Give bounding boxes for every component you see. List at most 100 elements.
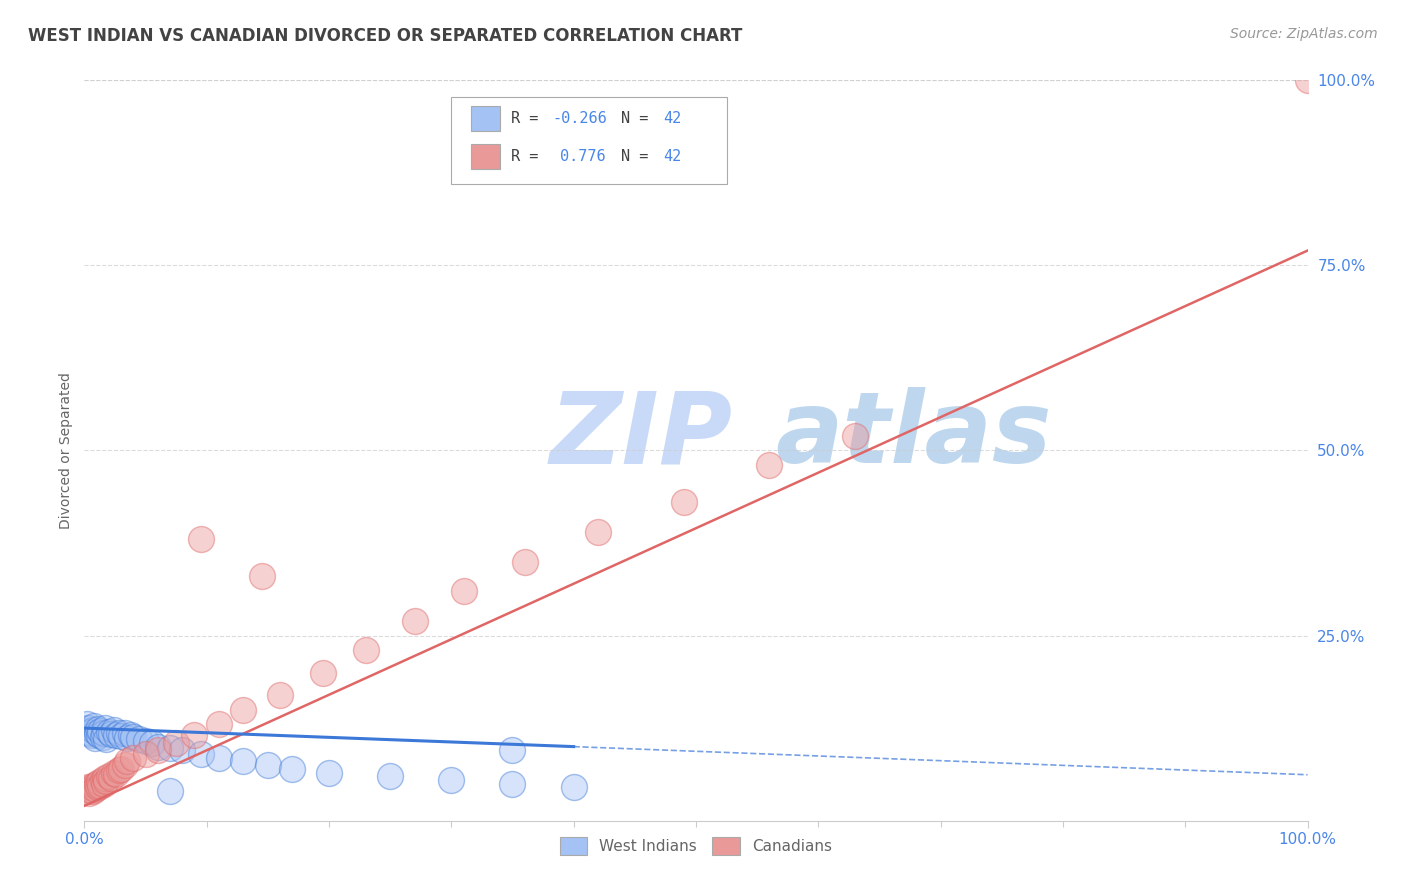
Point xyxy=(80,780,103,794)
Point xyxy=(86,725,108,739)
Point xyxy=(89,779,111,793)
Point xyxy=(100,771,122,785)
Point xyxy=(135,733,157,747)
Text: N =: N = xyxy=(621,112,658,127)
Point xyxy=(208,750,231,764)
Point xyxy=(79,726,101,740)
Point xyxy=(87,775,110,789)
Point xyxy=(844,428,866,442)
Point xyxy=(257,758,280,772)
Point xyxy=(172,743,194,757)
Point xyxy=(1296,73,1319,87)
Point xyxy=(82,784,104,798)
FancyBboxPatch shape xyxy=(451,96,727,184)
Point xyxy=(93,776,115,791)
Point xyxy=(110,762,132,776)
Point xyxy=(114,725,136,739)
Point xyxy=(82,723,104,738)
Point xyxy=(232,703,254,717)
Point xyxy=(453,584,475,599)
Text: N =: N = xyxy=(621,149,658,164)
Point xyxy=(110,729,132,743)
Point xyxy=(107,726,129,740)
Point xyxy=(122,750,145,764)
Point xyxy=(120,728,142,742)
Point xyxy=(80,729,103,743)
Point xyxy=(105,767,128,781)
Point xyxy=(91,730,114,744)
Text: WEST INDIAN VS CANADIAN DIVORCED OR SEPARATED CORRELATION CHART: WEST INDIAN VS CANADIAN DIVORCED OR SEPA… xyxy=(28,27,742,45)
Point xyxy=(77,780,100,795)
Point xyxy=(586,524,609,539)
Point xyxy=(380,769,402,783)
Point xyxy=(146,739,169,754)
Legend: West Indians, Canadians: West Indians, Canadians xyxy=(554,831,838,861)
Point xyxy=(758,458,780,473)
Point xyxy=(502,776,524,791)
Point xyxy=(96,732,118,747)
Text: atlas: atlas xyxy=(776,387,1052,484)
Point xyxy=(312,665,335,680)
Point xyxy=(141,736,163,750)
Point xyxy=(89,724,111,739)
Text: Source: ZipAtlas.com: Source: ZipAtlas.com xyxy=(1230,27,1378,41)
Point xyxy=(250,569,273,583)
Point xyxy=(128,732,150,747)
Point xyxy=(87,780,110,795)
Point xyxy=(502,743,524,757)
Point xyxy=(208,717,231,731)
Point xyxy=(107,764,129,778)
Point xyxy=(93,726,115,740)
Point xyxy=(84,781,107,796)
Point xyxy=(86,776,108,791)
Point xyxy=(87,722,110,736)
Point xyxy=(135,747,157,761)
Point xyxy=(83,719,105,733)
Point xyxy=(318,765,340,780)
Text: 42: 42 xyxy=(664,149,681,164)
Point xyxy=(115,755,138,769)
Point xyxy=(190,533,212,547)
Point xyxy=(190,747,212,761)
Point xyxy=(159,741,181,756)
Point xyxy=(76,717,98,731)
Point xyxy=(114,758,136,772)
Text: 42: 42 xyxy=(664,112,681,127)
Point xyxy=(76,784,98,798)
Point xyxy=(94,721,117,735)
Point xyxy=(91,772,114,787)
FancyBboxPatch shape xyxy=(471,144,501,169)
Point xyxy=(404,614,426,628)
Point xyxy=(146,743,169,757)
Point xyxy=(440,772,463,787)
Point xyxy=(96,774,118,789)
Point xyxy=(87,728,110,742)
Point xyxy=(77,721,100,735)
Text: -0.266: -0.266 xyxy=(553,112,607,127)
Point xyxy=(672,495,695,509)
Y-axis label: Divorced or Separated: Divorced or Separated xyxy=(59,372,73,529)
Point xyxy=(269,688,291,702)
Point xyxy=(159,784,181,798)
Text: 0.776: 0.776 xyxy=(560,149,606,164)
Point xyxy=(97,724,120,739)
Point xyxy=(562,780,585,795)
Point xyxy=(100,727,122,741)
Point xyxy=(354,643,377,657)
Point xyxy=(103,723,125,738)
Point xyxy=(281,762,304,776)
Point xyxy=(79,782,101,797)
Point xyxy=(115,731,138,745)
Point xyxy=(94,771,117,785)
Point xyxy=(513,555,536,569)
Point xyxy=(77,785,100,799)
Text: ZIP: ZIP xyxy=(550,387,733,484)
Point xyxy=(183,729,205,743)
Point xyxy=(83,778,105,792)
Point xyxy=(97,769,120,783)
Text: R =: R = xyxy=(512,149,557,164)
Point xyxy=(122,730,145,744)
FancyBboxPatch shape xyxy=(471,106,501,131)
Text: R =: R = xyxy=(512,112,548,127)
Point xyxy=(165,736,187,750)
